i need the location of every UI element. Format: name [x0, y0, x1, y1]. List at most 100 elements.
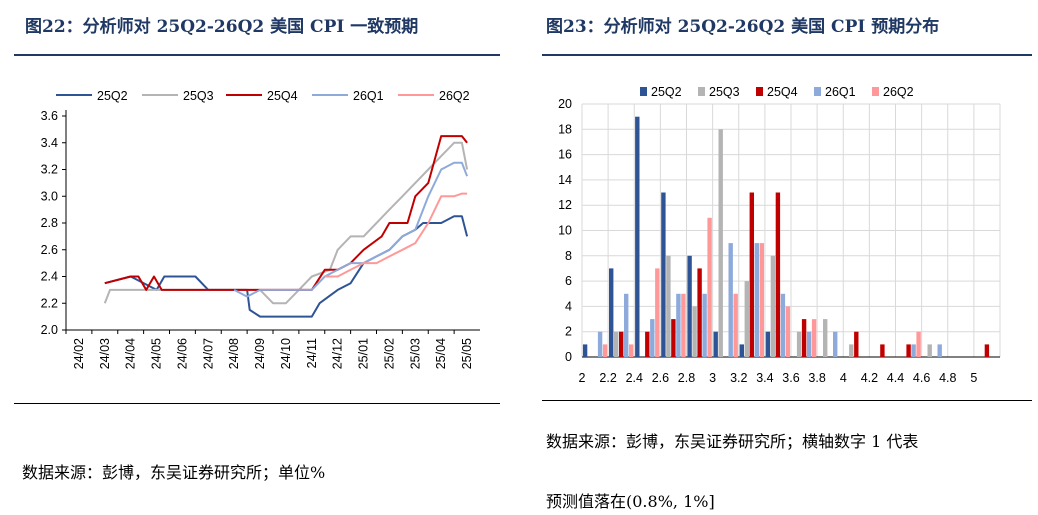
- right-title: 图23：分析师对 25Q2-26Q2 美国 CPI 预期分布: [546, 17, 940, 37]
- y-tick-label: 16: [558, 148, 572, 162]
- bar-25Q2-3.2: [739, 344, 744, 357]
- x-tick-label: 4.2: [861, 371, 878, 385]
- y-tick-label: 2.6: [41, 243, 58, 257]
- right-title-rule: [542, 54, 1032, 56]
- y-tick-label: 2.8: [41, 216, 58, 230]
- y-tick-label: 14: [558, 173, 572, 187]
- x-tick-label: 3.8: [808, 371, 825, 385]
- bar-25Q3-2.8: [692, 306, 697, 357]
- x-tick-label: 24/07: [201, 338, 215, 369]
- legend-label-25Q2: 25Q2: [97, 89, 128, 103]
- legend-label-25Q3: 25Q3: [709, 85, 740, 99]
- x-tick-label: 2.2: [599, 371, 616, 385]
- bar-26Q1-4.6: [937, 344, 942, 357]
- bar-26Q1-3.4: [780, 293, 786, 358]
- x-tick-label: 4.8: [939, 371, 956, 385]
- bar-25Q2-3.4: [765, 331, 771, 357]
- bar-25Q2-2.6: [661, 192, 666, 357]
- y-tick-label: 8: [565, 249, 572, 263]
- bar-26Q2-3: [733, 293, 738, 358]
- left-source: 数据来源：彭博，东吴证券研究所；单位%: [22, 463, 326, 482]
- x-tick-label: 25/03: [408, 338, 422, 369]
- x-tick-label: 2: [579, 371, 586, 385]
- x-tick-label: 24/02: [72, 338, 86, 369]
- bar-25Q2-2.2: [609, 268, 614, 357]
- line-chart: 25Q2 25Q3 25Q4 26Q1 26Q2 2.0 2.2 2.4 2.6 2.8 3.0 3.…: [41, 89, 480, 369]
- bar-25Q3-2.2: [614, 331, 619, 357]
- bar-25Q3-3.8: [823, 319, 828, 357]
- right-bottom-rule: [542, 400, 1032, 401]
- x-tick-label: 3: [709, 371, 716, 385]
- x-tick-label: 5: [970, 371, 977, 385]
- y-tick-label: 2.4: [41, 270, 58, 284]
- bar-25Q4-3.2: [749, 192, 754, 357]
- x-tick-label: 24/03: [98, 338, 112, 369]
- bar-25Q3-3.2: [744, 281, 749, 357]
- bar-25Q4-4.2: [880, 344, 885, 357]
- legend-swatch-26Q1: [814, 87, 821, 96]
- bar-25Q4-2.6: [671, 319, 676, 357]
- x-tick-label: 3.4: [756, 371, 773, 385]
- right-source-line2: 预测值落在(0.8%, 1%]: [546, 492, 715, 511]
- bar-26Q1-2.2: [624, 293, 629, 358]
- x-tick-label: 2.4: [626, 371, 643, 385]
- bar-26Q2-2.4: [655, 268, 660, 357]
- x-tick-label: 24/09: [253, 338, 267, 369]
- y-tick-label: 6: [565, 274, 572, 288]
- x-tick-label: 3.6: [782, 371, 799, 385]
- bar-26Q1-2: [597, 331, 603, 357]
- bar-26Q2-4.4: [916, 331, 921, 357]
- x-tick-label: 24/12: [331, 338, 345, 369]
- legend-label-25Q3: 25Q3: [183, 89, 214, 103]
- legend-label-25Q2: 25Q2: [651, 85, 682, 99]
- bar-25Q3-3: [718, 129, 723, 357]
- bar-26Q1-4.4: [911, 344, 916, 357]
- x-tick-label: 4: [840, 371, 847, 385]
- legend-swatch-25Q4: [756, 87, 763, 96]
- bar-26Q2-3.6: [811, 319, 817, 357]
- bar-26Q1-3.2: [754, 243, 759, 357]
- bar-25Q2-3: [713, 331, 718, 357]
- bar-25Q3-4.6: [927, 344, 932, 357]
- right-source-line1: 数据来源：彭博，东吴证券研究所；横轴数字 1 代表: [546, 432, 919, 451]
- bar-25Q2-2: [582, 344, 588, 357]
- legend-swatch-25Q3: [698, 87, 705, 96]
- y-tick-label: 2.0: [41, 323, 58, 337]
- bar-25Q4-5: [984, 344, 990, 357]
- left-title: 图22：分析师对 25Q2-26Q2 美国 CPI 一致预期: [25, 17, 419, 37]
- bar-25Q4-2.4: [645, 331, 650, 357]
- y-tick-label: 3.4: [41, 136, 58, 150]
- x-tick-label: 2.6: [652, 371, 669, 385]
- x-tick-label: 25/05: [460, 338, 474, 369]
- bar-26Q2-3.2: [759, 243, 764, 357]
- legend-swatch-26Q2: [872, 87, 879, 96]
- y-tick-label: 0: [565, 350, 572, 364]
- series-line-26Q2: [324, 192, 468, 278]
- y-tick-label: 20: [558, 97, 572, 111]
- bar-25Q2-2.4: [635, 116, 640, 357]
- bar-25Q3-3.4: [770, 255, 776, 357]
- left-title-rule: [14, 54, 500, 56]
- x-tick-label: 24/11: [305, 338, 319, 368]
- series-line-25Q3: [103, 141, 469, 305]
- x-tick-label: 24/06: [175, 338, 189, 369]
- bar-26Q1-2.6: [676, 293, 681, 358]
- x-tick-label: 2.8: [678, 371, 695, 385]
- bar-25Q4-2.2: [619, 331, 624, 357]
- legend-label-25Q4: 25Q4: [767, 85, 798, 99]
- bar-26Q1-3.6: [806, 331, 812, 357]
- legend-label-26Q1: 26Q1: [353, 89, 384, 103]
- x-tick-label: 24/05: [150, 338, 164, 369]
- x-tick-label: 25/02: [382, 338, 396, 369]
- legend-swatch-25Q2: [640, 87, 647, 96]
- legend-label-26Q1: 26Q1: [825, 85, 856, 99]
- x-tick-label: 4.6: [913, 371, 930, 385]
- bar-26Q2-2.6: [681, 293, 686, 358]
- y-tick-label: 2: [565, 325, 572, 339]
- x-tick-label: 25/01: [357, 338, 371, 369]
- y-tick-label: 3.0: [41, 189, 58, 203]
- legend-label-25Q4: 25Q4: [267, 89, 298, 103]
- x-tick-label: 24/04: [124, 338, 138, 369]
- y-tick-label: 3.6: [41, 109, 58, 123]
